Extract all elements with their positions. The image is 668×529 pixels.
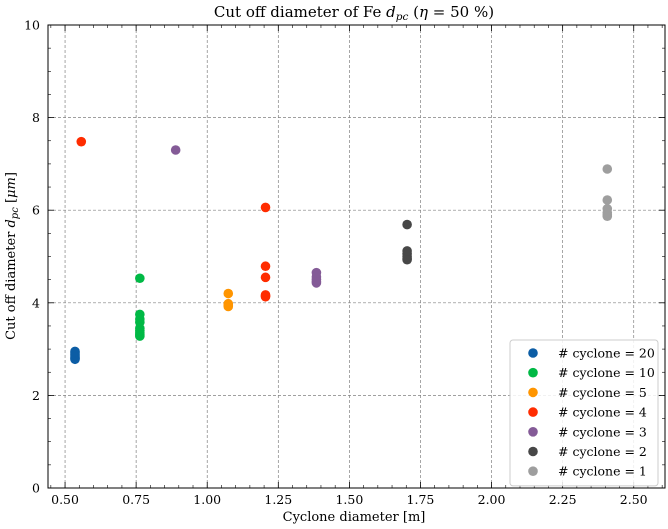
x-tick-label: 1.25	[264, 492, 292, 507]
y-axis-title: Cut off diameter dpc [μm]	[4, 172, 21, 340]
legend-marker	[528, 427, 538, 437]
plot-frame	[47, 24, 666, 489]
legend-marker	[528, 466, 538, 477]
grid	[48, 25, 665, 488]
data-point	[260, 202, 271, 213]
data-point	[223, 298, 234, 309]
legend: # cyclone = 20 # cyclone = 10 # cyclone = …	[509, 339, 659, 487]
y-tick-label: 10	[24, 18, 40, 33]
legend-label: # cyclone = 5	[558, 385, 647, 400]
data-point	[602, 195, 613, 205]
series-group	[170, 145, 322, 288]
data-point	[76, 136, 87, 147]
data-point	[311, 267, 322, 278]
series-group	[602, 164, 613, 222]
data-point	[402, 219, 412, 230]
y-tick-label: 0	[32, 481, 40, 496]
y-tick-label: 6	[32, 203, 40, 218]
data-point	[70, 346, 80, 357]
chart-title: Cut off diameter of Fe dpc (η = 50 %)	[214, 3, 494, 23]
x-tick-label: 1.75	[407, 492, 435, 507]
data-points	[70, 136, 613, 365]
y-tick-label: 8	[32, 110, 40, 125]
data-point	[602, 164, 613, 174]
legend-label: # cyclone = 20	[558, 346, 655, 361]
series-group	[135, 273, 145, 341]
legend-label: # cyclone = 4	[558, 405, 647, 420]
legend-label: # cyclone = 10	[558, 365, 655, 380]
x-tick-label: 1.00	[193, 492, 221, 507]
series-group	[402, 219, 412, 265]
legend-marker	[528, 367, 538, 378]
legend-marker	[528, 348, 538, 358]
legend-label: # cyclone = 1	[558, 464, 647, 479]
legend-marker	[528, 387, 538, 398]
legend-label: # cyclone = 3	[558, 424, 647, 439]
data-point	[260, 272, 271, 283]
legend-marker	[528, 407, 538, 417]
data-point	[135, 309, 145, 320]
legend-box	[509, 339, 659, 487]
data-point	[135, 273, 145, 284]
data-point	[602, 204, 613, 214]
x-tick-label: 1.50	[335, 492, 363, 507]
x-tick-label: 0.75	[122, 492, 150, 507]
y-tick-label: 2	[32, 388, 40, 403]
series-group	[223, 288, 234, 312]
data-point	[260, 261, 271, 272]
x-tick-label: 2.00	[478, 492, 506, 507]
data-point	[170, 145, 181, 155]
x-tick-label: 2.50	[620, 492, 648, 507]
data-point	[223, 288, 234, 299]
y-tick-label: 4	[32, 295, 40, 310]
data-point	[260, 290, 271, 300]
data-point	[402, 246, 412, 256]
x-tick-label: 0.50	[51, 492, 79, 507]
legend-marker	[528, 446, 538, 457]
x-tick-label: 2.25	[549, 492, 577, 507]
legend-label: # cyclone = 2	[558, 444, 647, 459]
series-group	[76, 136, 271, 302]
series-group	[70, 346, 80, 365]
x-axis-title: Cyclone diameter [m]	[283, 510, 426, 525]
